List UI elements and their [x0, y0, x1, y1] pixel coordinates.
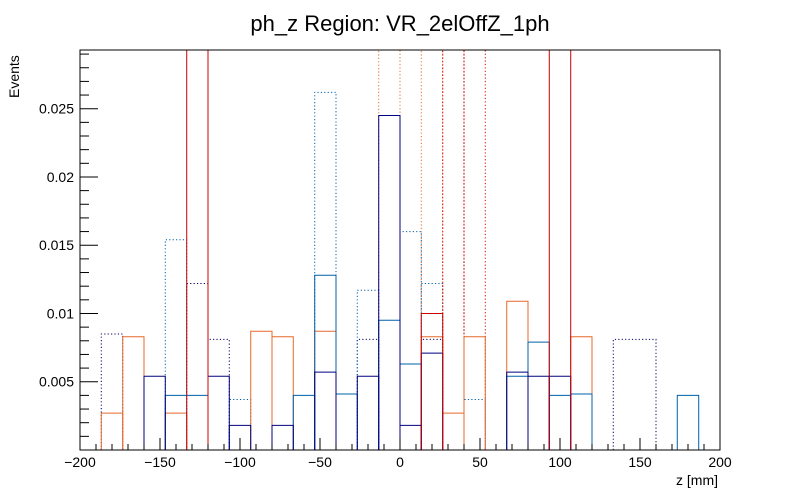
x-tick-label: 100	[548, 454, 572, 470]
axis-layer: −200 −150 −100 −50 0 50 100 150 200 0.005 0.01 0.01…	[39, 53, 732, 470]
bin-bar-dotted-blue-2	[314, 91, 337, 450]
x-tick-label: 50	[472, 454, 488, 470]
y-axis-label: Events	[6, 55, 22, 98]
bin-bar-solid-navy-0	[143, 375, 166, 450]
y-tick-label: 0.015	[39, 237, 74, 253]
bin-bar-dotted-navy-0	[100, 333, 124, 450]
bin-bar-solid-navy-2	[228, 424, 252, 450]
chart-title: ph_z Region: VR_2elOffZ_1ph	[250, 11, 549, 36]
bin-bar-solid-orange-8	[463, 336, 486, 450]
bin-bar-dotted-blue-3	[356, 289, 380, 450]
bin-bar-dotted-blue-1	[228, 398, 252, 450]
x-tick-label: −100	[224, 454, 256, 470]
x-tick-label: 150	[628, 454, 652, 470]
bin-bar-solid-navy-4	[314, 371, 337, 450]
x-tick-label: 200	[708, 454, 732, 470]
series-layer	[100, 49, 700, 450]
bin-bar-solid-red-1	[420, 312, 444, 450]
y-tick-label: 0.01	[47, 305, 74, 321]
x-tick-label: −150	[144, 454, 176, 470]
y-tick-label: 0.025	[39, 101, 74, 117]
x-tick-label: −50	[308, 454, 332, 470]
x-axis-label: z [mm]	[676, 472, 718, 488]
plot-frame	[79, 49, 721, 451]
bin-bar-solid-blue-10	[676, 394, 700, 450]
x-tick-label: 0	[396, 454, 404, 470]
bin-bar-dotted-blue-5	[420, 282, 444, 450]
bin-bar-solid-navy-3	[271, 424, 294, 450]
bin-bar-dotted-navy-1	[186, 282, 209, 450]
bin-bar-solid-navy-6	[378, 115, 401, 450]
y-tick-label: 0.005	[39, 374, 74, 390]
bin-bar-solid-blue-2	[314, 274, 337, 450]
x-tick-label: −200	[64, 454, 96, 470]
bin-bar-solid-orange-4	[271, 336, 294, 450]
y-tick-label: 0.02	[47, 169, 74, 185]
bin-bar-dotted-navy-5	[612, 338, 657, 450]
